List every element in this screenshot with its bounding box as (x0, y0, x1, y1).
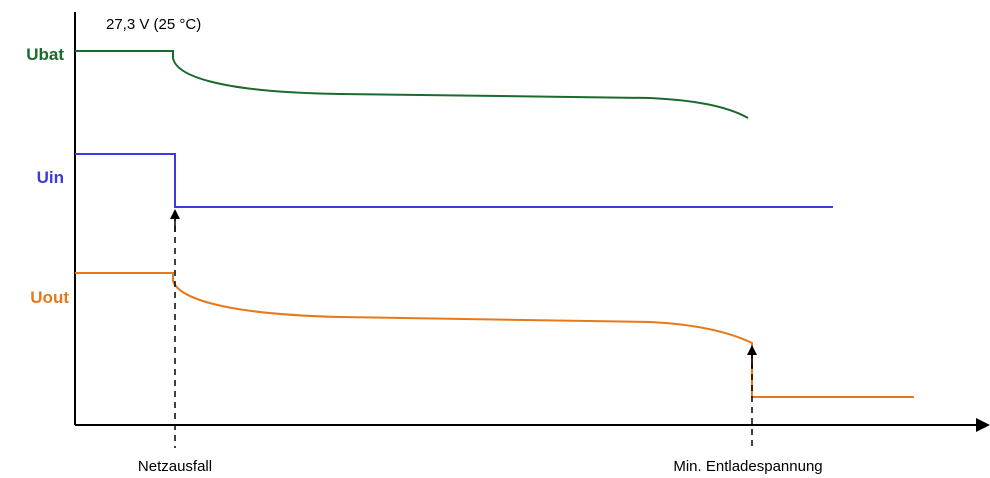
ubat-label: Ubat (26, 45, 64, 64)
netzausfall-label: Netzausfall (138, 458, 212, 475)
uin-label: Uin (37, 168, 64, 187)
x-axis-arrowhead (976, 418, 990, 432)
ubat-curve (75, 50, 749, 119)
min-entladespannung-label: Min. Entladespannung (673, 458, 822, 475)
uout-curve (75, 272, 914, 398)
uin-curve (75, 153, 833, 208)
uout-label: Uout (30, 288, 69, 307)
top-voltage-annotation: 27,3 V (25 °C) (106, 16, 201, 33)
